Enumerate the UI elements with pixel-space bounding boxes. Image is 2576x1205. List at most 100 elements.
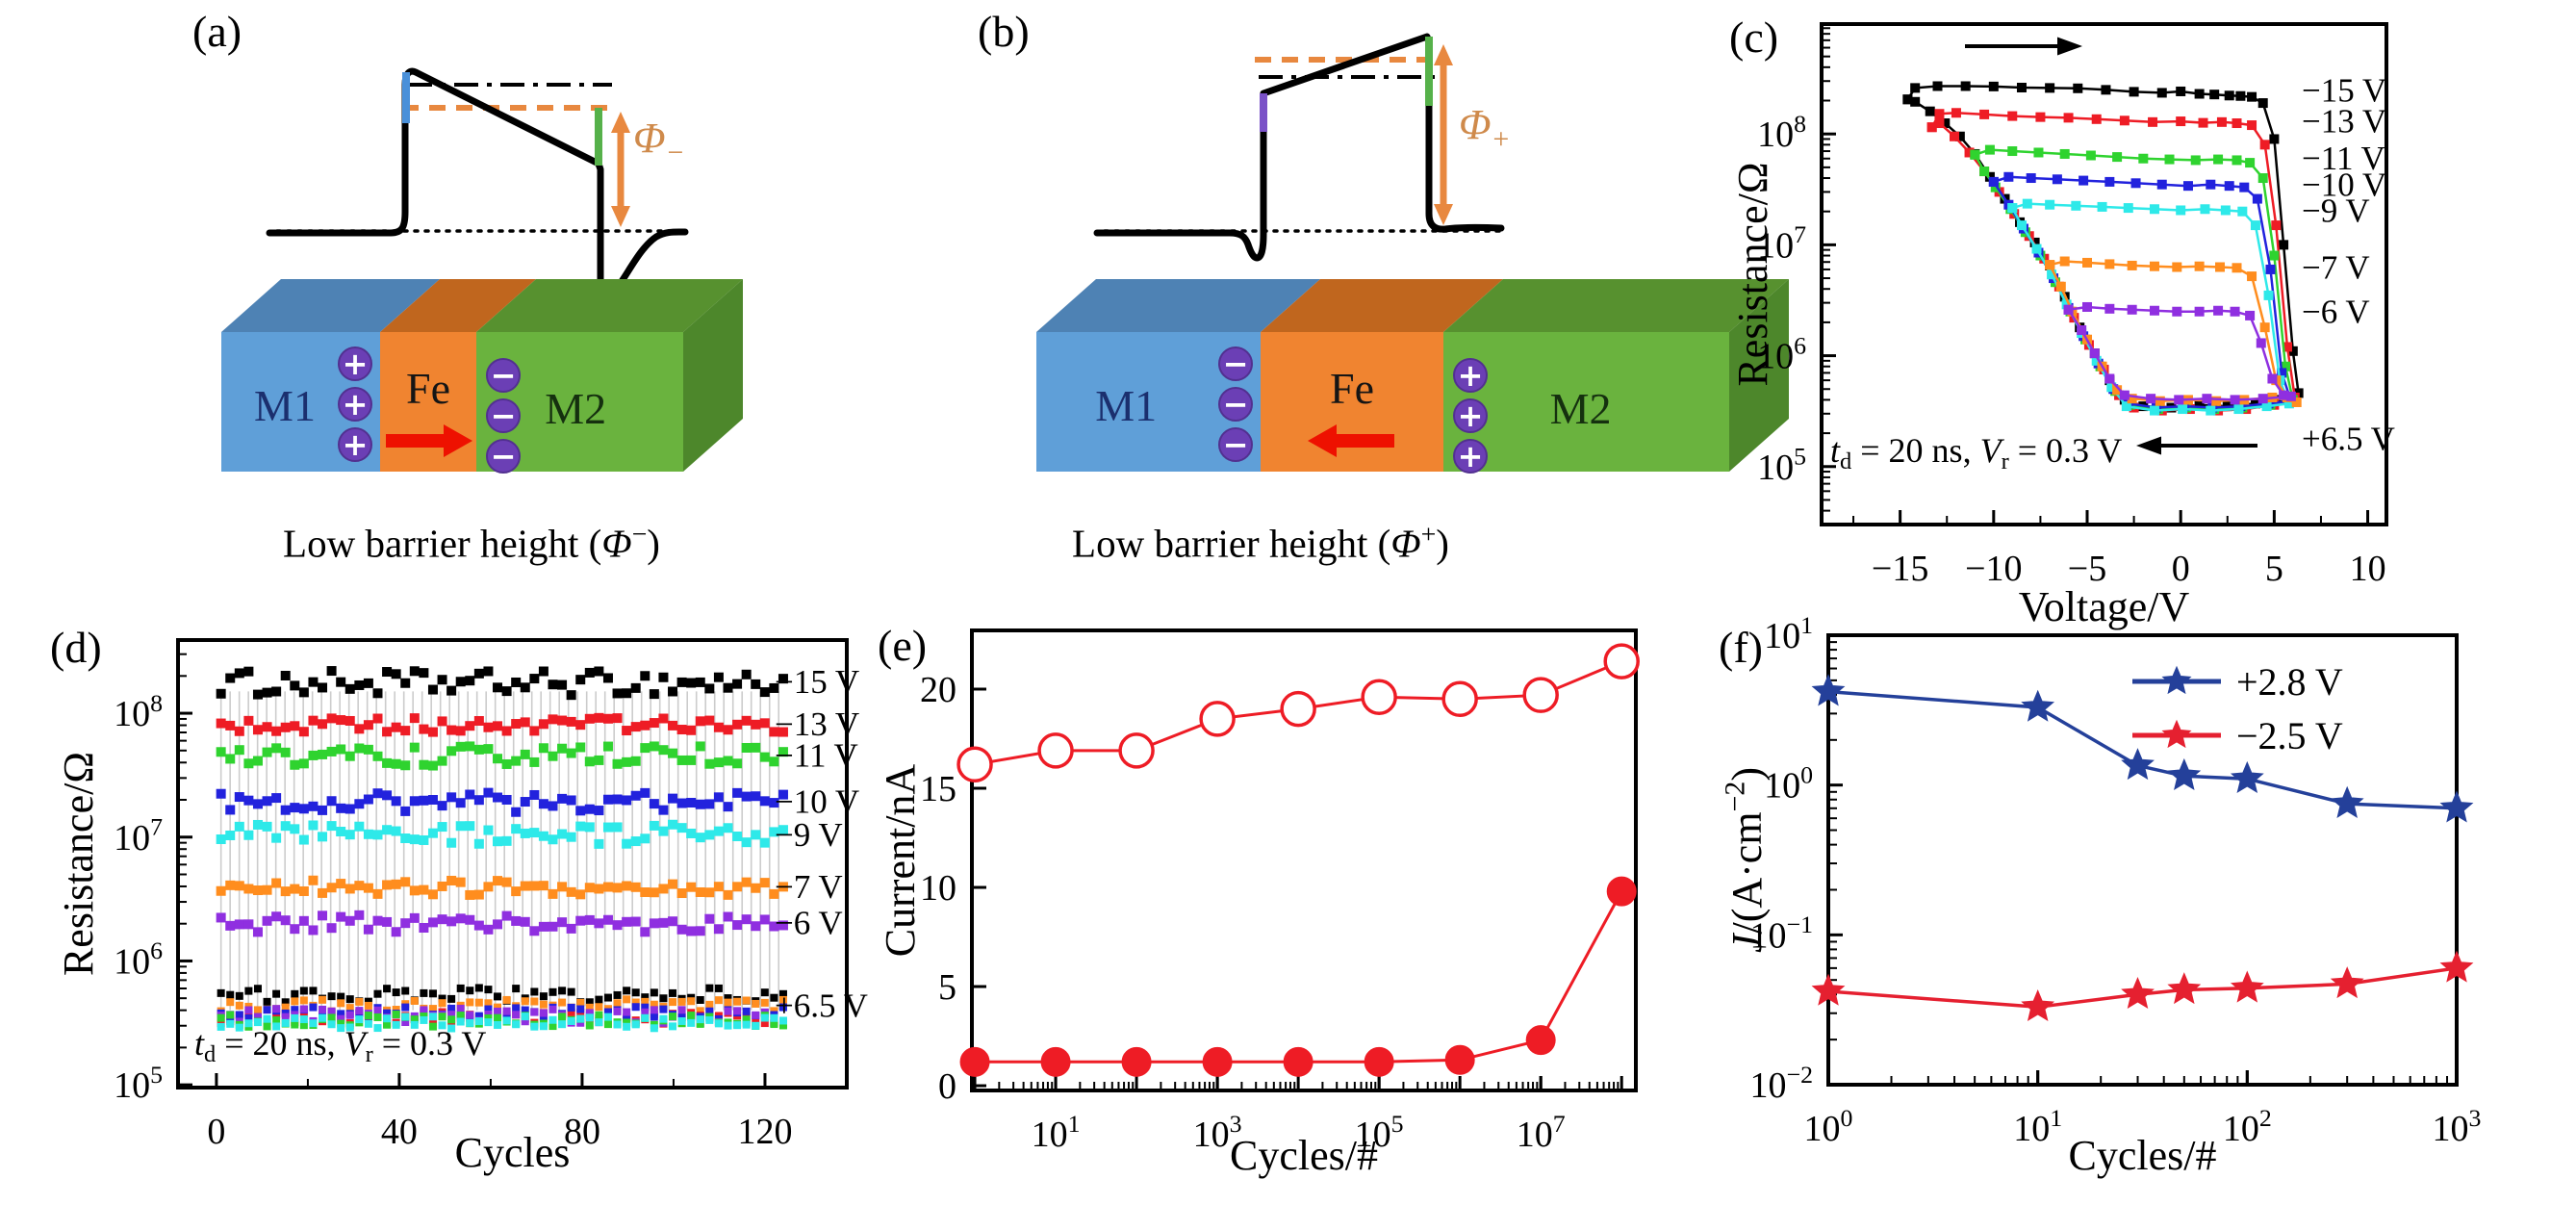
svg-text:100: 100 xyxy=(1764,760,1813,806)
series-filled-circle-branch xyxy=(959,876,1637,1077)
charge-sign: − xyxy=(491,438,517,474)
series-label: −15 V xyxy=(2302,71,2386,109)
charge-sign: + xyxy=(1458,357,1484,394)
polarization-arrow-icon xyxy=(386,424,472,457)
svg-text:106: 106 xyxy=(1757,331,1806,376)
charge-icon xyxy=(1218,346,1253,381)
panel-label-b: (b) xyxy=(978,7,1030,56)
svg-text:108: 108 xyxy=(114,689,163,734)
annotation-c: td = 20 ns, Vr = 0.3 V xyxy=(1830,431,2122,474)
svg-text:5: 5 xyxy=(2265,549,2283,589)
axes-c: −15 −10 −5 0 5 10 105 106 107 108 xyxy=(1757,22,2388,589)
band-diagram-b xyxy=(1093,33,1505,262)
device-top-face xyxy=(380,279,536,332)
charge-sign: + xyxy=(1458,397,1484,434)
phi-plus-label: Φ+ xyxy=(1459,101,1511,155)
label-m2: M2 xyxy=(545,384,606,433)
svg-text:10: 10 xyxy=(2350,549,2386,589)
phi-minus-label: Φ− xyxy=(633,115,685,168)
charge-icon xyxy=(1218,387,1253,422)
cycle-connector-lines xyxy=(219,691,780,1011)
band-LRS-cyan xyxy=(217,1013,787,1033)
series-label: −6 V xyxy=(775,904,843,941)
chart-current-density-cycles: 100 101 102 10310−210−1100101Cycles/#J/(A·c… xyxy=(1719,611,2482,1179)
axes-f: 100 101 102 103 10−2 10−1 100 101 xyxy=(1750,611,2482,1149)
series-label: −6 V xyxy=(2302,294,2370,331)
series-label: −13 V xyxy=(2302,102,2386,140)
band-HRS-−6-V xyxy=(216,910,788,937)
label-m1: M1 xyxy=(254,381,316,430)
label-fe: Fe xyxy=(1330,364,1374,413)
polarization-arrow-icon xyxy=(1308,424,1394,457)
phi-double-arrow xyxy=(611,112,630,227)
charge-sign: − xyxy=(491,357,517,394)
direction-arrow xyxy=(2136,436,2257,455)
series-label: +6.5 V xyxy=(775,987,868,1024)
band-HRS-−7-V xyxy=(216,875,788,900)
series-label: −7 V xyxy=(775,868,843,906)
svg-text:−10: −10 xyxy=(1965,549,2022,589)
charges-m2-interface: +++ xyxy=(1453,357,1488,474)
charge-icon xyxy=(1453,358,1488,393)
device-top-face xyxy=(221,279,440,332)
series-label: −11 V xyxy=(775,736,858,774)
series-label: −9 V xyxy=(775,816,843,854)
panel-label-f: (f) xyxy=(1719,623,1763,672)
series-label: −10 V xyxy=(2302,167,2386,204)
panel-b-diagram: −−−+++M1 Fe M2 xyxy=(1036,33,1789,474)
xlabel-c: Voltage/V xyxy=(2019,583,2190,630)
svg-text:20: 20 xyxy=(920,670,956,710)
charge-sign: + xyxy=(343,426,369,463)
device-stack-b: −−−+++M1 Fe M2 xyxy=(1036,279,1789,474)
band-HRS-−9-V xyxy=(216,819,788,849)
device-top-face xyxy=(1261,279,1503,332)
device-top-face xyxy=(1443,279,1789,332)
svg-text:0: 0 xyxy=(2172,549,2190,589)
series-label: −9 V xyxy=(2302,192,2370,229)
charge-sign: + xyxy=(343,346,369,382)
charge-sign: − xyxy=(491,397,517,434)
layer-m2 xyxy=(1443,332,1729,472)
series-label: +6.5 V xyxy=(2302,420,2395,457)
svg-text:10−2: 10−2 xyxy=(1750,1061,1813,1106)
axes-d: 0 40 80 120 105 106 107 108 xyxy=(114,638,849,1152)
device-side-face xyxy=(683,279,743,472)
band-HRS-−15-V xyxy=(216,666,788,701)
device-top-face xyxy=(476,279,743,332)
band-diagram-a xyxy=(266,67,689,300)
layer-fe xyxy=(1261,332,1443,472)
band-HRS-−10-V xyxy=(216,787,788,817)
svg-text:102: 102 xyxy=(2223,1104,2272,1149)
svg-text:107: 107 xyxy=(1517,1110,1566,1155)
series-label: −13 V xyxy=(775,705,859,743)
svg-text:101: 101 xyxy=(2013,1104,2062,1149)
svg-text:10−1: 10−1 xyxy=(1750,910,1813,956)
svg-text:103: 103 xyxy=(2433,1104,2482,1149)
svg-text:101: 101 xyxy=(1764,611,1813,656)
xlabel-d: Cycles xyxy=(455,1129,571,1176)
charge-sign: − xyxy=(1223,346,1249,382)
phi-double-arrow xyxy=(1434,44,1453,225)
series-label: −11 V xyxy=(2302,140,2385,177)
ylabel-f: J/(A·cm−2) xyxy=(1719,767,1771,953)
axes-e: 101 103 105 107 0 5 10 15 20 xyxy=(920,628,1638,1155)
legend: +2.8 V −2.5 V xyxy=(2132,660,2343,757)
chart-endurance-cycles: 0 40 80 120 105 106 107 108 Cycles Resistance/Ω −1… xyxy=(55,638,868,1176)
charge-sign: + xyxy=(343,386,369,423)
label-m2: M2 xyxy=(1550,384,1612,433)
series-+2.8-V xyxy=(1811,674,2474,823)
svg-text:105: 105 xyxy=(1757,443,1806,488)
svg-text:106: 106 xyxy=(114,936,163,982)
band-HRS-−13-V xyxy=(216,712,788,737)
charge-icon xyxy=(1218,427,1253,462)
svg-text:10: 10 xyxy=(920,868,956,909)
svg-text:5: 5 xyxy=(938,967,956,1008)
legend-label: −2.5 V xyxy=(2236,714,2343,757)
charge-icon xyxy=(1453,439,1488,474)
layer-fe xyxy=(380,332,476,472)
svg-text:−15: −15 xyxy=(1872,549,1928,589)
svg-text:105: 105 xyxy=(1355,1110,1404,1155)
svg-text:108: 108 xyxy=(1757,110,1806,155)
label-m1: M1 xyxy=(1095,381,1157,430)
label-fe: Fe xyxy=(406,364,450,413)
